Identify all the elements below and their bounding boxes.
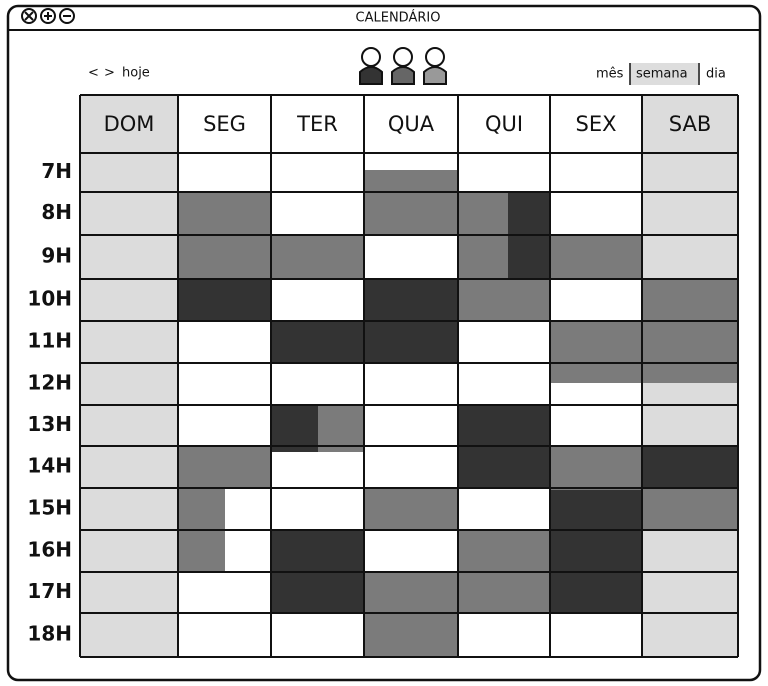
hour-label: 12H [27,371,72,395]
selected-view-bg [630,63,698,85]
day-header: TER [296,112,338,136]
weekend-column [80,95,178,657]
day-header: SEG [203,112,246,136]
hour-label: 13H [27,412,72,436]
today-button[interactable]: hoje [122,66,150,81]
hour-label: 8H [41,200,72,224]
hour-label: 18H [27,622,72,646]
event[interactable] [458,279,550,321]
maximize-button[interactable] [40,8,56,24]
next-button[interactable]: > [104,66,115,81]
hour-label: 7H [41,159,72,183]
people-icon [359,47,447,85]
event[interactable] [550,446,642,490]
view-month[interactable]: mês [596,67,624,82]
event[interactable] [550,321,642,383]
event[interactable] [550,490,642,613]
event[interactable] [271,321,364,363]
window-title: CALENDÁRIO [356,10,441,26]
calendar-grid [80,95,738,657]
view-day[interactable]: dia [706,67,726,82]
event[interactable] [225,446,271,488]
view-week[interactable]: semana [636,67,688,82]
window-controls [21,8,75,24]
event[interactable] [550,235,642,279]
hour-label: 11H [27,329,72,353]
day-header: SEX [576,112,617,136]
event[interactable] [178,446,225,572]
event[interactable] [271,405,318,452]
event[interactable] [271,235,364,279]
day-header: DOM [104,112,155,136]
close-button[interactable] [21,8,37,24]
event[interactable] [364,488,458,530]
event[interactable] [364,192,458,235]
event[interactable] [642,488,738,530]
event[interactable] [364,572,458,657]
hour-label: 14H [27,454,72,478]
event[interactable] [318,405,364,452]
hour-label: 10H [27,287,72,311]
day-header: QUI [485,112,523,136]
day-header: QUA [388,112,435,136]
hour-label: 15H [27,496,72,520]
prev-button[interactable]: < [88,66,99,81]
hour-label: 17H [27,579,72,603]
day-header: SAB [669,112,712,136]
hour-label: 16H [27,538,72,562]
event[interactable] [178,279,271,321]
event[interactable] [642,446,738,488]
event[interactable] [642,279,738,383]
minimize-button[interactable] [59,8,75,24]
event[interactable] [364,170,458,192]
hour-label: 9H [41,244,72,268]
